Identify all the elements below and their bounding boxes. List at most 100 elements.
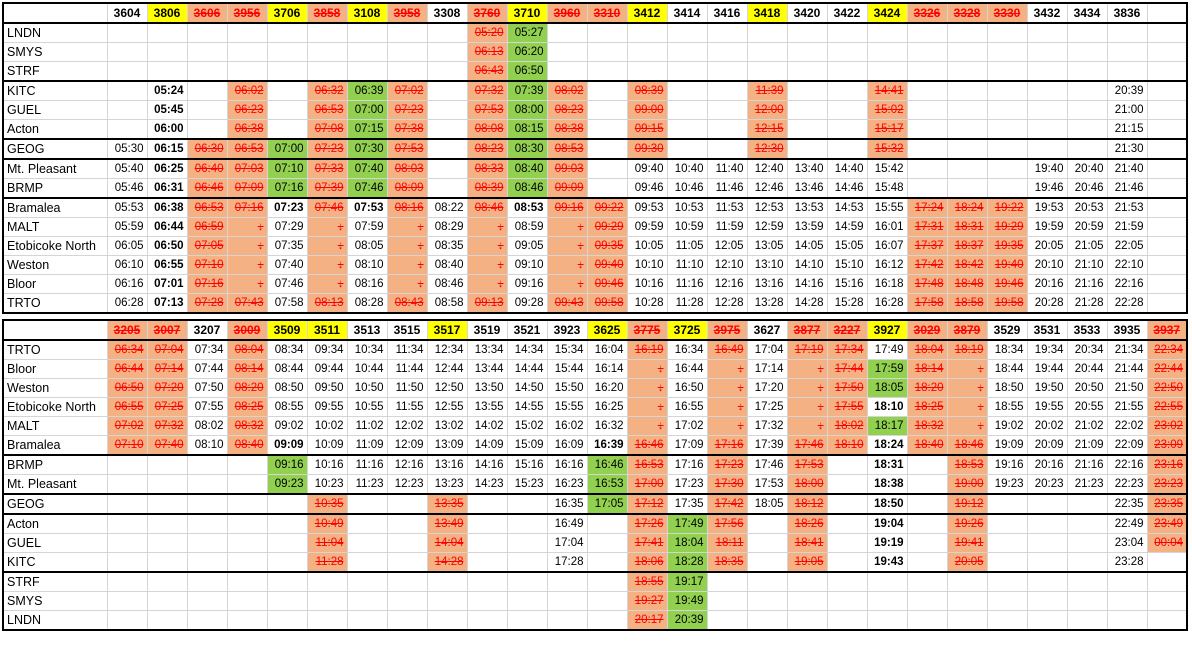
time-cell[interactable]: 10:10 <box>626 255 668 275</box>
empty-cell[interactable] <box>186 571 228 592</box>
skip-stop-cell[interactable]: ↓ <box>706 397 748 417</box>
station-name[interactable]: STRF <box>2 61 108 82</box>
empty-cell[interactable] <box>906 138 948 160</box>
time-cell[interactable]: 07:39 <box>506 80 548 101</box>
empty-cell[interactable] <box>386 610 428 631</box>
time-cell[interactable]: 20:10 <box>1026 255 1068 275</box>
empty-cell[interactable] <box>306 610 348 631</box>
time-cell[interactable]: 13:28 <box>746 293 788 314</box>
time-cell[interactable]: 20:39 <box>666 610 708 631</box>
time-cell[interactable]: 19:41 <box>946 533 988 553</box>
empty-cell[interactable] <box>546 571 588 592</box>
empty-cell[interactable] <box>106 591 148 611</box>
time-cell[interactable]: 08:58 <box>426 293 468 314</box>
train-number-header[interactable]: 3416 <box>706 2 748 24</box>
empty-cell[interactable] <box>1146 610 1188 631</box>
empty-cell[interactable] <box>346 533 388 553</box>
time-cell[interactable]: 12:59 <box>746 217 788 237</box>
empty-cell[interactable] <box>906 61 948 82</box>
empty-cell[interactable] <box>826 61 868 82</box>
time-cell[interactable]: 17:37 <box>906 236 948 256</box>
time-cell[interactable]: 16:44 <box>666 359 708 379</box>
time-cell[interactable]: 07:00 <box>346 100 388 120</box>
time-cell[interactable]: 11:23 <box>346 474 388 495</box>
skip-stop-cell[interactable]: ↓ <box>386 255 428 275</box>
empty-cell[interactable] <box>946 119 988 140</box>
time-cell[interactable]: 08:46 <box>426 274 468 294</box>
time-cell[interactable]: 09:55 <box>306 397 348 417</box>
time-cell[interactable]: 16:12 <box>866 255 908 275</box>
time-cell[interactable]: 18:24 <box>866 435 908 456</box>
empty-cell[interactable] <box>466 552 508 573</box>
empty-cell[interactable] <box>586 100 628 120</box>
empty-cell[interactable] <box>906 513 948 534</box>
time-cell[interactable]: 08:16 <box>386 197 428 218</box>
time-cell[interactable]: 08:10 <box>346 255 388 275</box>
empty-cell[interactable] <box>826 533 868 553</box>
time-cell[interactable]: 06:31 <box>146 178 188 199</box>
time-cell[interactable]: 18:42 <box>946 255 988 275</box>
time-cell[interactable]: 21:16 <box>1066 454 1108 475</box>
corner-cell[interactable] <box>2 319 108 341</box>
time-cell[interactable]: 18:55 <box>986 397 1028 417</box>
skip-stop-cell[interactable]: ↓ <box>706 359 748 379</box>
time-cell[interactable]: 11:55 <box>386 397 428 417</box>
train-number-header[interactable]: 3531 <box>1026 319 1068 341</box>
time-cell[interactable]: 17:53 <box>786 454 828 475</box>
train-number-header[interactable]: 3958 <box>386 2 428 24</box>
time-cell[interactable]: 12:16 <box>706 274 748 294</box>
time-cell[interactable]: 09:30 <box>626 138 668 160</box>
empty-cell[interactable] <box>506 571 548 592</box>
empty-cell[interactable] <box>666 80 708 101</box>
time-cell[interactable]: 06:28 <box>106 293 148 314</box>
time-cell[interactable]: 14:40 <box>826 158 868 179</box>
empty-cell[interactable] <box>986 610 1028 631</box>
time-cell[interactable]: 07:10 <box>186 255 228 275</box>
time-cell[interactable]: 08:28 <box>346 293 388 314</box>
empty-cell[interactable] <box>1066 552 1108 573</box>
time-cell[interactable]: 17:49 <box>866 339 908 360</box>
empty-cell[interactable] <box>1146 591 1188 611</box>
empty-cell[interactable] <box>1146 197 1188 218</box>
time-cell[interactable]: 19:44 <box>1026 359 1068 379</box>
empty-cell[interactable] <box>1146 42 1188 62</box>
time-cell[interactable]: 09:16 <box>546 197 588 218</box>
time-cell[interactable]: 08:02 <box>546 80 588 101</box>
time-cell[interactable]: 16:19 <box>626 339 668 360</box>
time-cell[interactable]: 07:01 <box>146 274 188 294</box>
time-cell[interactable]: 21:50 <box>1106 378 1148 398</box>
empty-cell[interactable] <box>946 610 988 631</box>
station-name[interactable]: Weston <box>2 255 108 275</box>
time-cell[interactable]: 18:41 <box>786 533 828 553</box>
time-cell[interactable]: 16:35 <box>546 493 588 515</box>
time-cell[interactable]: 23:02 <box>1146 416 1188 436</box>
empty-cell[interactable] <box>1066 100 1108 120</box>
time-cell[interactable]: 06:44 <box>146 217 188 237</box>
time-cell[interactable]: 14:34 <box>506 339 548 360</box>
time-cell[interactable]: 16:32 <box>586 416 628 436</box>
empty-cell[interactable] <box>826 22 868 43</box>
time-cell[interactable]: 14:46 <box>826 178 868 199</box>
time-cell[interactable]: 08:29 <box>426 217 468 237</box>
time-cell[interactable]: 20:46 <box>1066 178 1108 199</box>
time-cell[interactable]: 11:02 <box>346 416 388 436</box>
time-cell[interactable]: 23:16 <box>1146 454 1188 475</box>
time-cell[interactable]: 16:28 <box>866 293 908 314</box>
time-cell[interactable]: 18:20 <box>906 378 948 398</box>
time-cell[interactable]: 19:53 <box>1026 197 1068 218</box>
time-cell[interactable]: 21:53 <box>1106 197 1148 218</box>
time-cell[interactable]: 07:59 <box>346 217 388 237</box>
time-cell[interactable]: 07:16 <box>266 178 308 199</box>
time-cell[interactable]: 07:46 <box>266 274 308 294</box>
empty-cell[interactable] <box>786 61 828 82</box>
time-cell[interactable]: 08:16 <box>346 274 388 294</box>
empty-cell[interactable] <box>946 42 988 62</box>
time-cell[interactable]: 13:02 <box>426 416 468 436</box>
empty-cell[interactable] <box>1026 493 1068 515</box>
time-cell[interactable]: 16:39 <box>586 435 628 456</box>
time-cell[interactable]: 07:46 <box>346 178 388 199</box>
time-cell[interactable]: 18:17 <box>866 416 908 436</box>
skip-stop-cell[interactable]: ↓ <box>946 397 988 417</box>
empty-cell[interactable] <box>306 571 348 592</box>
time-cell[interactable]: 15:44 <box>546 359 588 379</box>
